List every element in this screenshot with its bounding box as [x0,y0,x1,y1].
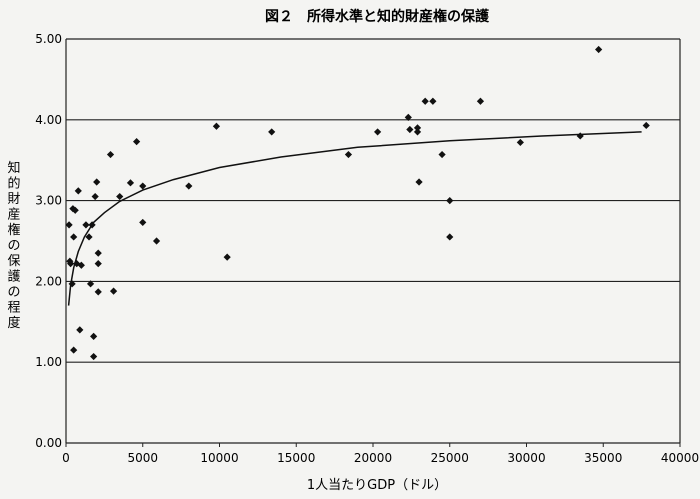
data-point [76,326,84,334]
data-point [268,128,276,136]
x-tick-label: 25000 [431,451,469,465]
data-point [516,138,524,147]
x-tick-label: 10000 [200,451,238,465]
data-point [116,192,124,201]
data-point [139,218,147,227]
y-axis-label: 知的財産権の保護の程度 [7,160,20,331]
x-axis-label: 1人当たりGDP（ドル） [307,478,447,493]
y-tick-label: 5.00 [35,32,62,46]
data-point [139,182,147,190]
data-point [94,249,102,257]
data-point [90,332,98,340]
data-point [438,150,446,159]
trendline-group [67,131,642,306]
data-point [344,150,353,159]
data-point [406,125,414,134]
data-point [86,280,95,288]
y-tick-label: 1.00 [35,355,62,369]
data-point [88,221,96,229]
data-point [77,261,85,269]
data-point [576,132,584,140]
data-point [70,233,78,241]
data-point [93,178,101,186]
data-point [67,260,75,268]
data-point [126,179,135,187]
chart-title: 図２ 所得水準と知的財産権の保護 [265,8,490,25]
data-point [476,97,485,105]
data-point [94,260,102,268]
data-point [415,178,423,186]
data-points [65,45,650,361]
y-tick-label: 3.00 [35,194,62,208]
x-tick-labels: 0 5000 10000 15000 20000 25000 30000 35000 40000 [62,443,699,465]
x-tick-label: 0 [62,451,70,465]
data-point [65,221,73,229]
x-tick-label: 20000 [354,451,392,465]
data-point [73,260,81,268]
data-point [71,206,79,214]
data-point [68,280,76,288]
data-point [90,352,98,361]
data-point [421,97,429,105]
data-point [82,221,90,229]
data-point [212,122,221,130]
data-point [152,237,161,245]
x-tick-label: 40000 [661,451,699,465]
y-tick-labels: 0.00 1.00 2.00 3.00 4.00 5.00 [35,32,62,450]
x-tick-label: 35000 [584,451,622,465]
y-tick-label: 4.00 [35,113,62,127]
data-point [106,150,115,159]
data-point [429,97,437,105]
data-point [133,138,141,146]
data-point [91,192,99,201]
data-point [69,205,77,213]
data-point [94,288,102,296]
y-tick-label: 2.00 [35,274,62,288]
x-tick-label: 15000 [277,451,315,465]
data-point [413,128,422,136]
data-point [595,45,603,54]
y-tick-label: 0.00 [35,436,62,450]
data-point [374,128,382,136]
data-point [74,187,82,195]
data-point [109,287,118,295]
data-point [446,197,454,205]
data-point [446,233,454,241]
data-point [70,346,78,354]
data-point [642,121,650,130]
data-point [185,182,193,190]
trend-line [67,131,642,306]
x-tick-label: 30000 [507,451,545,465]
data-point [404,113,412,121]
x-tick-label: 5000 [127,451,158,465]
data-point [85,233,93,241]
data-point [413,124,422,132]
data-point [223,253,231,261]
